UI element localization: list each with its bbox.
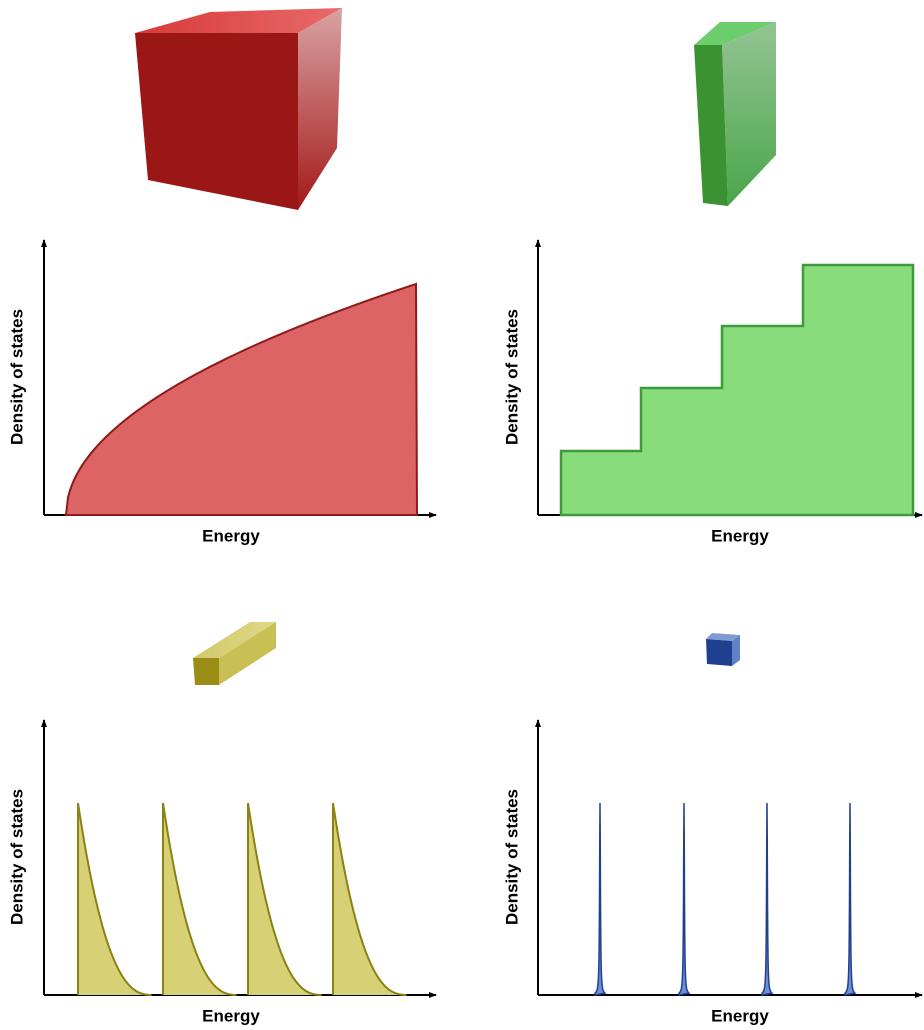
- quantum-dot: [706, 633, 740, 666]
- dos-1d-band: [162, 802, 237, 996]
- dos-2d: [559, 263, 915, 517]
- dos-0d-level: [761, 802, 774, 996]
- x-axis-label: Energy: [202, 526, 260, 545]
- quantum-well: [694, 22, 776, 206]
- quantum-wire: [193, 622, 276, 685]
- x-axis-label: Energy: [711, 526, 769, 545]
- dos-1d-band: [77, 802, 152, 996]
- dos-1d-band: [332, 802, 407, 996]
- dos-0d-level: [594, 802, 607, 996]
- dos-0d-level: [678, 802, 691, 996]
- x-axis-label: Energy: [202, 1006, 260, 1025]
- dos-3d: [64, 282, 419, 516]
- plots: [41, 239, 923, 998]
- y-axis-label: Density of states: [502, 789, 521, 925]
- y-axis-label: Density of states: [7, 309, 26, 445]
- bulk-cube: [135, 8, 342, 210]
- y-axis-label: Density of states: [502, 309, 521, 445]
- dos-0d-level: [844, 802, 857, 996]
- dos-1d-band: [247, 802, 322, 996]
- y-axis-label: Density of states: [7, 789, 26, 925]
- x-axis-label: Energy: [711, 1006, 769, 1025]
